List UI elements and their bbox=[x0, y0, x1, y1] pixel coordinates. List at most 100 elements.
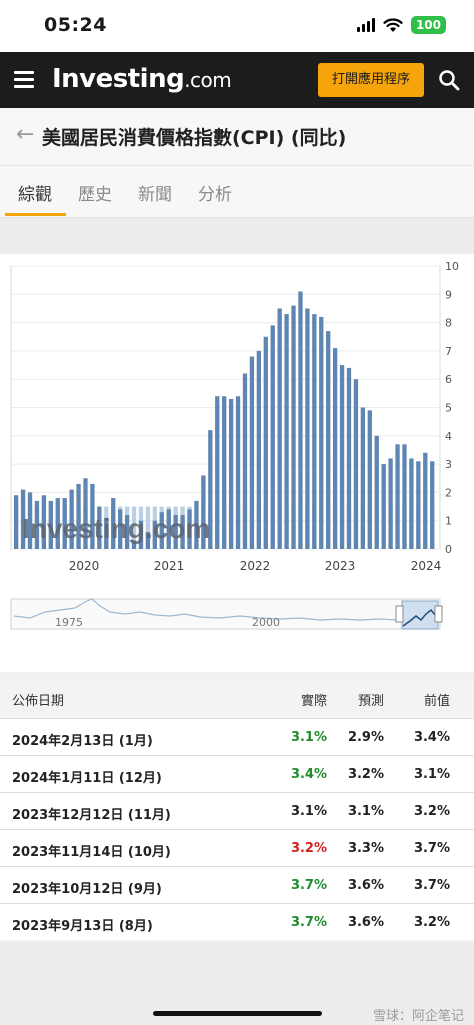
navigator-right-handle[interactable] bbox=[434, 605, 443, 623]
actual-bar[interactable] bbox=[388, 458, 393, 549]
y-tick-label: 8 bbox=[445, 317, 452, 330]
actual-bar[interactable] bbox=[298, 291, 303, 549]
actual-bar[interactable] bbox=[339, 365, 345, 549]
actual-bar[interactable] bbox=[48, 500, 53, 549]
actual-bar[interactable] bbox=[83, 478, 88, 549]
actual-bar[interactable] bbox=[235, 396, 241, 549]
actual-bar[interactable] bbox=[62, 498, 67, 549]
actual-bar[interactable] bbox=[360, 407, 366, 550]
table-row[interactable]: 2023年11月14日 (10月) 3.2% 3.3% 3.7% bbox=[0, 829, 474, 866]
actual-bar[interactable] bbox=[381, 464, 386, 549]
actual-bar[interactable] bbox=[242, 373, 248, 549]
actual-bar[interactable] bbox=[124, 515, 130, 549]
actual-bar[interactable] bbox=[249, 356, 255, 549]
actual-bar[interactable] bbox=[228, 399, 234, 549]
y-tick-label: 1 bbox=[445, 515, 452, 528]
actual-bar[interactable] bbox=[215, 396, 220, 549]
actual-bar[interactable] bbox=[180, 515, 185, 549]
actual-bar[interactable] bbox=[353, 379, 359, 549]
wifi-icon bbox=[383, 18, 403, 32]
actual-bar[interactable] bbox=[312, 314, 317, 549]
battery-indicator: 100 bbox=[410, 16, 446, 34]
status-icons: 100 bbox=[356, 16, 446, 34]
actual-bar[interactable] bbox=[409, 458, 414, 549]
actual-bar[interactable] bbox=[97, 506, 102, 549]
actual-bar[interactable] bbox=[201, 475, 206, 549]
tab-overview[interactable]: 綜觀 bbox=[18, 185, 52, 205]
table-header: 公佈日期 實際 預測 前值 bbox=[0, 680, 474, 718]
actual-bar[interactable] bbox=[270, 325, 275, 549]
actual-bar[interactable] bbox=[430, 461, 435, 549]
row-previous: 3.2% bbox=[413, 915, 450, 930]
table-row[interactable]: 2023年9月13日 (8月) 3.7% 3.6% 3.2% bbox=[0, 903, 474, 940]
cpi-chart[interactable]: 10 9 8 7 6 5 4 3 2 1 0 2020 2021 2022 2023 2024 Invest… bbox=[0, 254, 474, 672]
navigator-left-handle[interactable] bbox=[395, 605, 404, 623]
actual-bar[interactable] bbox=[402, 444, 407, 549]
actual-bar[interactable] bbox=[346, 367, 352, 549]
actual-bar[interactable] bbox=[20, 489, 26, 549]
actual-bar[interactable] bbox=[118, 509, 123, 549]
row-actual: 3.7% bbox=[290, 915, 327, 930]
actual-bar[interactable] bbox=[284, 314, 289, 549]
actual-bar[interactable] bbox=[14, 495, 19, 549]
actual-bar[interactable] bbox=[194, 500, 199, 549]
chart-navigator[interactable]: 1975 2000 bbox=[10, 598, 443, 630]
actual-bar[interactable] bbox=[367, 410, 372, 549]
investing-logo[interactable]: Investing.com bbox=[52, 64, 232, 94]
row-date: 2024年1月11日 (12月) bbox=[12, 771, 162, 786]
actual-bar[interactable] bbox=[256, 350, 262, 549]
row-date: 2023年10月12日 (9月) bbox=[12, 882, 162, 897]
actual-bar[interactable] bbox=[27, 492, 33, 549]
actual-bar[interactable] bbox=[291, 305, 296, 549]
row-actual: 3.4% bbox=[290, 767, 327, 782]
row-previous: 3.4% bbox=[413, 730, 450, 745]
actual-bar[interactable] bbox=[159, 512, 164, 549]
header-date: 公佈日期 bbox=[12, 694, 65, 709]
tab-news[interactable]: 新聞 bbox=[138, 185, 172, 205]
table-row[interactable]: 2024年1月11日 (12月) 3.4% 3.2% 3.1% bbox=[0, 755, 474, 792]
actual-bar[interactable] bbox=[374, 435, 379, 549]
tab-history[interactable]: 歷史 bbox=[78, 185, 112, 205]
actual-bar[interactable] bbox=[69, 489, 74, 549]
actual-bar[interactable] bbox=[326, 331, 331, 549]
actual-bar[interactable] bbox=[90, 483, 95, 549]
actual-bar[interactable] bbox=[131, 540, 137, 549]
search-icon[interactable] bbox=[438, 69, 460, 91]
table-row[interactable]: 2023年12月12日 (11月) 3.1% 3.1% 3.2% bbox=[0, 792, 474, 829]
open-app-button[interactable]: 打開應用程序 bbox=[318, 63, 424, 97]
actual-bar[interactable] bbox=[145, 532, 151, 549]
footer-watermark: 雪球：阿企笔记 bbox=[372, 1009, 464, 1024]
actual-bar[interactable] bbox=[277, 308, 282, 549]
actual-bar[interactable] bbox=[55, 498, 60, 549]
actual-bar[interactable] bbox=[34, 500, 40, 549]
actual-bar[interactable] bbox=[319, 316, 324, 549]
forecast-bar[interactable] bbox=[131, 506, 137, 549]
actual-bar[interactable] bbox=[332, 348, 338, 549]
forecast-bar[interactable] bbox=[145, 506, 151, 549]
actual-bar[interactable] bbox=[187, 509, 192, 549]
y-tick-label: 10 bbox=[445, 260, 459, 273]
actual-bar[interactable] bbox=[208, 430, 213, 549]
actual-bar[interactable] bbox=[423, 452, 428, 549]
menu-icon[interactable] bbox=[14, 71, 34, 88]
actual-bar[interactable] bbox=[111, 498, 116, 549]
actual-bar[interactable] bbox=[416, 461, 421, 549]
chart-watermark: Investing.com bbox=[22, 513, 210, 544]
actual-bar[interactable] bbox=[41, 495, 47, 549]
actual-bar[interactable] bbox=[104, 517, 109, 549]
back-arrow-icon[interactable]: ← bbox=[16, 122, 35, 147]
actual-bar[interactable] bbox=[152, 520, 157, 549]
table-row[interactable]: 2024年2月13日 (1月) 3.1% 2.9% 3.4% bbox=[0, 718, 474, 755]
actual-bar[interactable] bbox=[305, 308, 310, 549]
actual-bar[interactable] bbox=[395, 444, 400, 549]
actual-bar[interactable] bbox=[138, 520, 144, 549]
actual-bar[interactable] bbox=[173, 515, 178, 549]
actual-bar[interactable] bbox=[166, 509, 171, 549]
tab-analysis[interactable]: 分析 bbox=[198, 185, 232, 205]
table-row[interactable]: 2023年10月12日 (9月) 3.7% 3.6% 3.7% bbox=[0, 866, 474, 903]
home-indicator[interactable] bbox=[153, 1011, 322, 1016]
actual-bar[interactable] bbox=[222, 396, 227, 549]
actual-bar[interactable] bbox=[76, 483, 81, 549]
actual-bar[interactable] bbox=[263, 336, 268, 549]
